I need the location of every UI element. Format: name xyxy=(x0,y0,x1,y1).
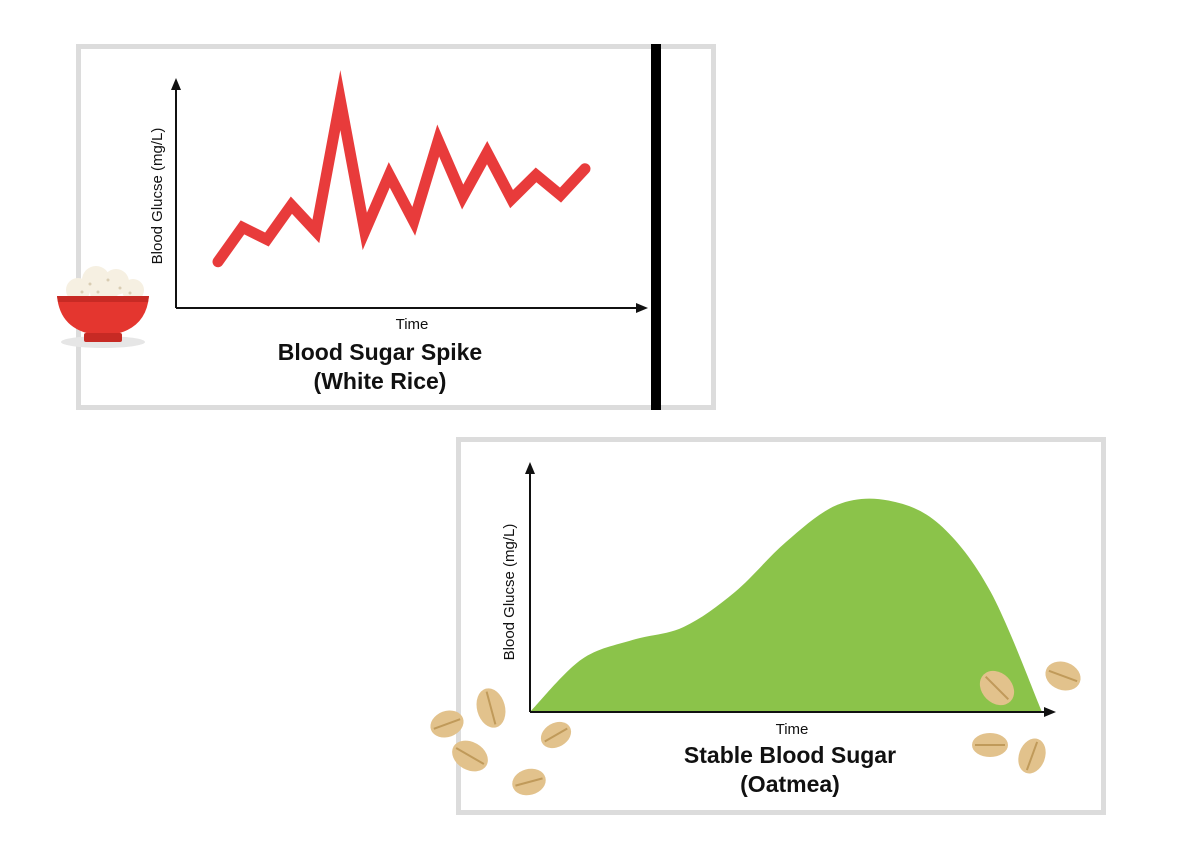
oat-y-axis-arrow xyxy=(525,462,535,474)
oat-flake-icon xyxy=(512,768,546,796)
rice-chart-panel xyxy=(76,44,716,410)
rice-subtitle-line: (White Rice) xyxy=(313,368,447,394)
oat-y-axis-label: Blood Glucse (mg/L) xyxy=(501,524,518,661)
oat-flake-icon xyxy=(452,740,488,772)
oat-flake-icon xyxy=(1018,738,1046,774)
oat-x-axis-label: Time xyxy=(776,721,809,738)
rice-x-axis-label: Time xyxy=(396,316,429,333)
oat-series-area xyxy=(530,498,1042,712)
rice-series-line xyxy=(212,70,591,268)
oat-axes xyxy=(525,462,1056,717)
rice-axes xyxy=(171,78,648,313)
oat-flake-icon xyxy=(476,688,506,728)
rice-y-axis-label: Blood Glucse (mg/L) xyxy=(149,128,166,265)
oat-flake-icon xyxy=(1045,661,1081,691)
oat-subtitle-line: (Oatmea) xyxy=(740,771,840,797)
oat-flake-icon xyxy=(972,733,1008,757)
rice-x-axis-arrow xyxy=(636,303,648,313)
rice-chart-title: Blood Sugar Spike (White Rice) xyxy=(180,338,580,396)
rice-series xyxy=(212,70,591,268)
rice-y-axis-arrow xyxy=(171,78,181,90)
oat-flake-icon xyxy=(540,721,572,749)
oat-flake-icon xyxy=(979,670,1015,706)
oat-flake-icon xyxy=(430,710,464,738)
oat-chart-title: Stable Blood Sugar (Oatmea) xyxy=(580,741,1000,799)
oat-title-line: Stable Blood Sugar xyxy=(683,742,897,768)
rice-title-line: Blood Sugar Spike xyxy=(277,339,483,365)
oat-x-axis-arrow xyxy=(1044,707,1056,717)
divider-bar xyxy=(651,44,661,410)
